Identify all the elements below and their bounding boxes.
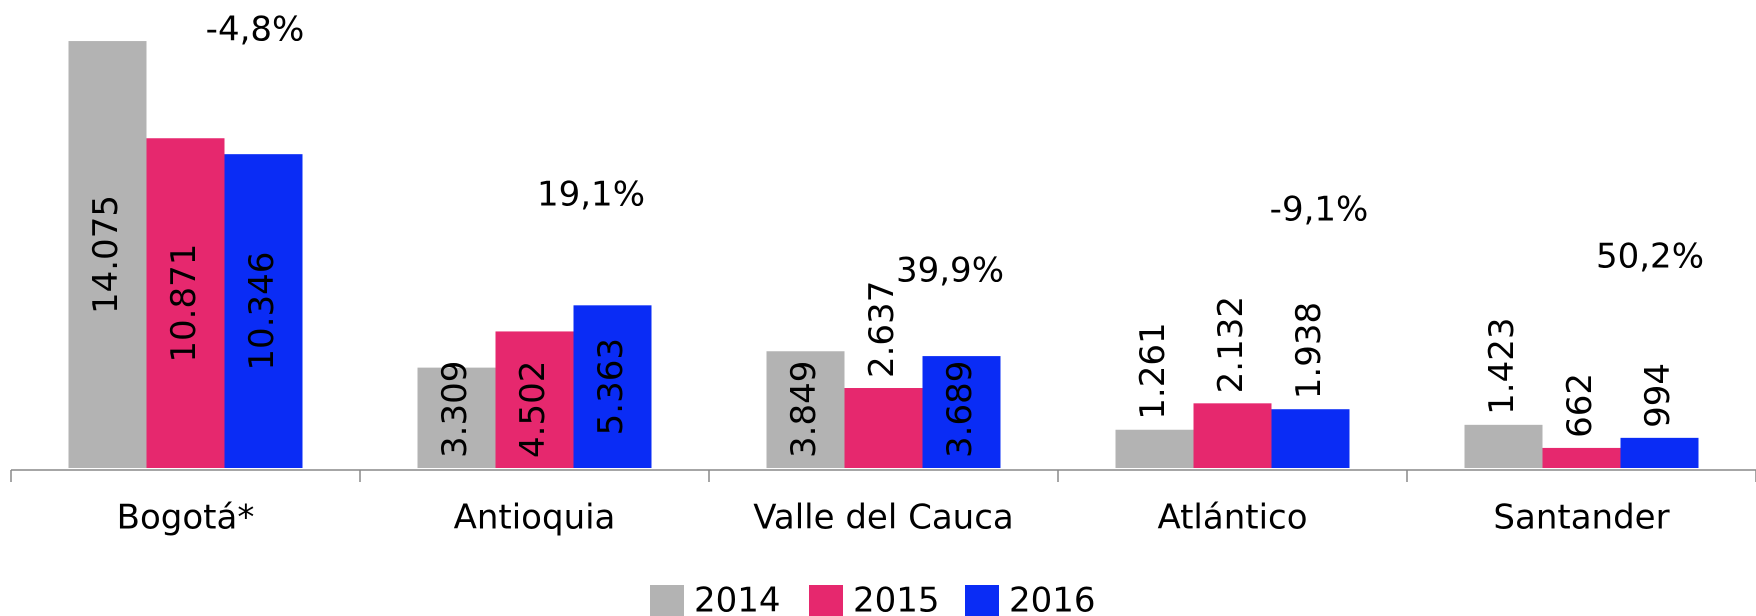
data-label: 3.849 <box>784 361 824 458</box>
bar <box>766 351 845 468</box>
legend-label: 2015 <box>853 581 940 616</box>
bar <box>417 367 496 468</box>
bar <box>1620 437 1699 468</box>
data-label: 5.363 <box>591 338 631 435</box>
annotation: 50,2% <box>1596 237 1704 277</box>
x-tick-label: Valle del Cauca <box>753 498 1013 538</box>
data-label: 2.132 <box>1211 296 1251 393</box>
data-label: 3.689 <box>940 361 980 458</box>
x-tick-label: Antioquia <box>454 498 616 538</box>
bar <box>1271 409 1350 468</box>
bar <box>68 41 147 468</box>
data-label: 10.871 <box>164 244 204 363</box>
legend-label: 2014 <box>694 581 781 616</box>
bar <box>1464 424 1543 468</box>
bar <box>495 331 574 468</box>
bar <box>922 356 1001 468</box>
bar <box>1193 403 1272 468</box>
data-label: 4.502 <box>513 361 553 458</box>
annotation: 19,1% <box>537 175 645 215</box>
annotation: 39,9% <box>896 251 1004 291</box>
data-label: 14.075 <box>86 195 126 314</box>
annotation: -4,8% <box>206 10 305 50</box>
bar <box>844 388 923 468</box>
data-label: 10.346 <box>242 252 282 371</box>
bar <box>1115 429 1194 468</box>
bar <box>1542 447 1621 468</box>
legend-label: 2016 <box>1009 581 1096 616</box>
data-label: 2.637 <box>862 281 902 378</box>
data-label: 662 <box>1560 373 1600 438</box>
x-tick-label: Bogotá* <box>117 498 255 538</box>
x-tick-label: Atlántico <box>1157 498 1307 538</box>
legend-swatch <box>965 585 999 616</box>
data-label: 994 <box>1638 363 1678 428</box>
annotation: -9,1% <box>1270 190 1369 230</box>
bar <box>573 305 652 468</box>
bar <box>224 154 303 468</box>
x-tick-label: Santander <box>1493 498 1669 538</box>
legend-swatch <box>650 585 684 616</box>
legend-swatch <box>809 585 843 616</box>
data-label: 3.309 <box>435 361 475 458</box>
data-label: 1.938 <box>1289 302 1329 399</box>
data-label: 1.423 <box>1482 317 1522 414</box>
bar <box>146 138 225 468</box>
data-label: 1.261 <box>1133 322 1173 419</box>
